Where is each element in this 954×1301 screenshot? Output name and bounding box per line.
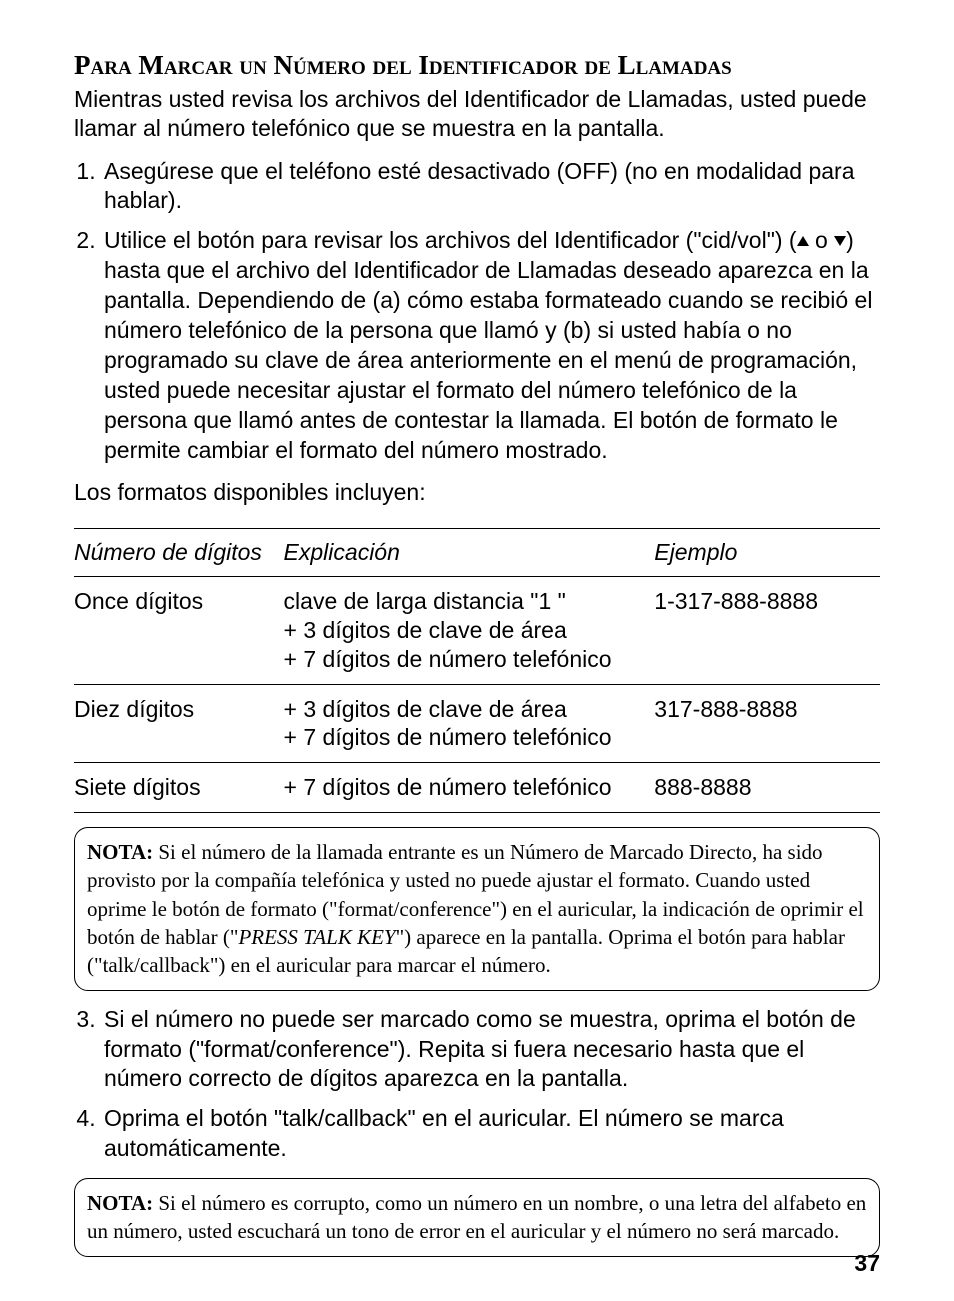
table-row: Siete dígitos+ 7 dígitos de número telef… [74, 763, 880, 813]
cell-explicacion: + 3 dígitos de clave de área+ 7 dígitos … [284, 684, 655, 763]
page-heading: Para Marcar un Número del Identificador … [74, 50, 880, 81]
step-2: Utilice el botón para revisar los archiv… [102, 226, 880, 465]
formats-intro: Los formatos disponibles incluyen: [74, 479, 880, 506]
triangle-up-icon [797, 236, 809, 246]
step-2-before: Utilice el botón para revisar los archiv… [104, 227, 797, 253]
cell-ejemplo: 317-888-8888 [654, 684, 880, 763]
intro-paragraph: Mientras usted revisa los archivos del I… [74, 85, 880, 143]
cell-numero: Diez dígitos [74, 684, 284, 763]
formats-table-body: Once dígitosclave de larga distancia "1 … [74, 577, 880, 813]
cell-ejemplo: 1-317-888-8888 [654, 577, 880, 684]
second-steps-list: Si el número no puede ser marcado como s… [74, 1005, 880, 1164]
triangle-down-icon [834, 236, 846, 246]
document-page: Para Marcar un Número del Identificador … [0, 0, 954, 1301]
step-4: Oprima el botón "talk/callback" en el au… [102, 1104, 880, 1164]
first-steps-list: Asegúrese que el teléfono esté desactiva… [74, 157, 880, 466]
table-row: Diez dígitos+ 3 dígitos de clave de área… [74, 684, 880, 763]
cell-explicacion: clave de larga distancia "1 "+ 3 dígitos… [284, 577, 655, 684]
note-box-1: NOTA: Si el número de la llamada entrant… [74, 827, 880, 991]
step-2-mid: o [809, 227, 835, 253]
cell-explicacion: + 7 dígitos de número telefónico [284, 763, 655, 813]
step-3: Si el número no puede ser marcado como s… [102, 1005, 880, 1095]
page-number: 37 [854, 1250, 880, 1277]
cell-numero: Once dígitos [74, 577, 284, 684]
note-box-2: NOTA: Si el número es corrupto, como un … [74, 1178, 880, 1257]
step-2-after: ) hasta que el archivo del Identificador… [104, 227, 872, 462]
th-numero: Número de dígitos [74, 529, 284, 577]
step-1: Asegúrese que el teléfono esté desactiva… [102, 157, 880, 217]
th-ejemplo: Ejemplo [654, 529, 880, 577]
th-explicacion: Explicación [284, 529, 655, 577]
table-row: Once dígitosclave de larga distancia "1 … [74, 577, 880, 684]
cell-numero: Siete dígitos [74, 763, 284, 813]
formats-table: Número de dígitos Explicación Ejemplo On… [74, 528, 880, 813]
cell-ejemplo: 888-8888 [654, 763, 880, 813]
